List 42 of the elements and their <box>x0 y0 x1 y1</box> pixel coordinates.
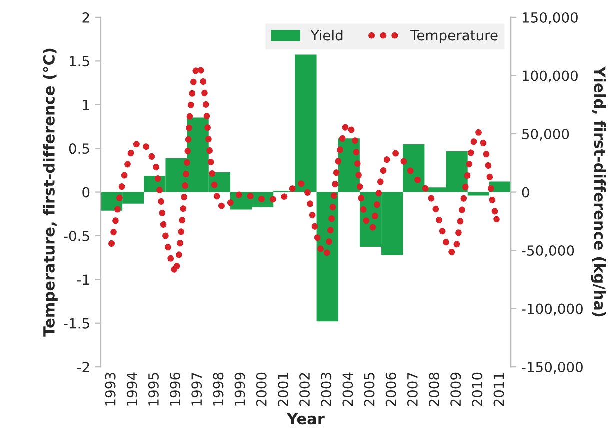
y-tick-label: -0.5 <box>64 230 90 242</box>
x-tick-label: 2002 <box>300 373 310 406</box>
y2-tick-label: 50,000 <box>522 128 570 141</box>
x-tick-label: 1997 <box>192 373 202 406</box>
y2-tick-label: 150,000 <box>522 12 578 24</box>
x-tick-label: 2011 <box>494 373 504 406</box>
x-tick-label: 1994 <box>126 372 138 406</box>
x-tick-label: 2000 <box>256 372 267 406</box>
x-tick-label: 2005 <box>364 373 375 406</box>
x-tick-label: 2009 <box>450 372 462 406</box>
bar <box>316 192 338 322</box>
y-tick-label: -2 <box>77 362 90 372</box>
x-tick-label: 1996 <box>170 372 181 406</box>
bar <box>468 192 490 196</box>
y-tick-label: 1.5 <box>70 56 90 67</box>
x-tick-label: 2007 <box>407 373 418 406</box>
y-tick-label: -1 <box>77 274 90 285</box>
y2-tick-label: -150,000 <box>522 362 583 374</box>
x-axis-title: Year <box>286 413 325 425</box>
y-tick-label: 0 <box>82 187 90 198</box>
x-tick-label: 1999 <box>234 372 246 406</box>
x-tick-label: 2001 <box>278 373 288 406</box>
y2-tick-label: 100,000 <box>522 70 578 83</box>
y-tick-label: -1.5 <box>64 318 90 329</box>
x-tick-label: 2006 <box>386 372 396 406</box>
x-tick-label: 1998 <box>213 372 224 406</box>
legend-label: Temperature <box>410 30 498 44</box>
legend-label: Yield <box>310 30 343 41</box>
x-tick-label: 2008 <box>429 372 440 406</box>
y2-tick-label: 0 <box>522 187 530 198</box>
x-tick-label: 1993 <box>105 373 116 406</box>
x-tick-label: 1995 <box>148 373 159 406</box>
y-tick-label: 2 <box>82 12 90 23</box>
x-tick-label: 2010 <box>472 372 483 406</box>
y-tick-label: 0.5 <box>69 144 90 154</box>
y-axis-title: Temperature, first-difference (°C) <box>43 48 58 337</box>
x-tick-label: 2004 <box>342 372 354 406</box>
y2-axis-title: Yield, first-difference (kg/ha) <box>591 66 606 317</box>
y-tick-label: 1 <box>83 100 90 110</box>
y2-tick-label: -100,000 <box>522 304 583 316</box>
x-tick-label: 2003 <box>321 373 332 406</box>
y2-tick-label: -50,000 <box>522 246 574 258</box>
